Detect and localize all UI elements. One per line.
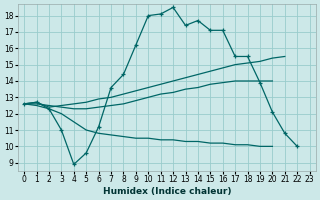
X-axis label: Humidex (Indice chaleur): Humidex (Indice chaleur) — [103, 187, 231, 196]
